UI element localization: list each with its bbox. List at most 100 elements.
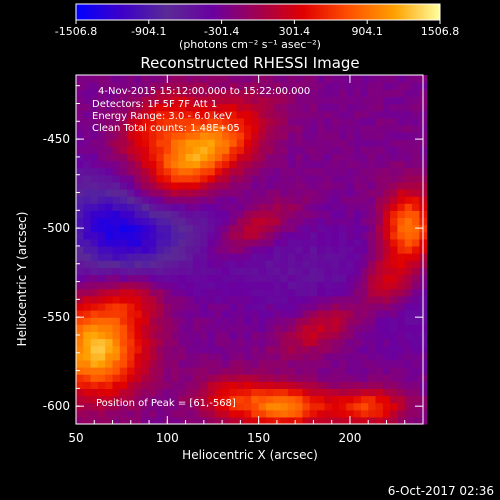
heatmap-cell (368, 153, 377, 162)
heatmap-cell (280, 210, 289, 219)
heatmap-cell (412, 103, 420, 112)
heatmap-cell (244, 117, 252, 126)
heatmap-cell (346, 374, 355, 382)
heatmap-cell (244, 131, 252, 140)
heatmap-cell (76, 110, 84, 119)
heatmap-cell (119, 381, 128, 389)
heatmap-cell (280, 110, 289, 119)
heatmap-cell (244, 238, 252, 247)
heatmap-cell (324, 295, 333, 304)
heatmap-cell (214, 139, 223, 147)
heatmap-cell (97, 210, 106, 219)
heatmap-cell (156, 416, 165, 425)
heatmap-cell (382, 146, 391, 154)
heatmap-cell (353, 338, 362, 347)
heatmap-cell (112, 146, 121, 154)
heatmap-cell (112, 181, 121, 190)
heatmap-cell (97, 117, 106, 126)
heatmap-cell (229, 117, 238, 126)
heatmap-cell (382, 217, 391, 226)
heatmap-cell (309, 310, 318, 318)
heatmap-cell (222, 224, 231, 233)
heatmap-cell (185, 89, 194, 97)
heatmap-cell (368, 295, 377, 304)
heatmap-cell (112, 124, 121, 133)
heatmap-cell (222, 217, 231, 226)
heatmap-cell (156, 75, 165, 83)
heatmap-cell (105, 338, 114, 347)
heatmap-cell (390, 210, 399, 219)
heatmap-cell (119, 324, 128, 333)
heatmap-cell (141, 310, 150, 318)
heatmap-cell (412, 352, 420, 361)
heatmap-cell (127, 338, 136, 347)
heatmap-cell (200, 139, 209, 147)
heatmap-cell (222, 89, 231, 97)
heatmap-cell (134, 352, 143, 361)
heatmap-cell (353, 402, 362, 411)
heatmap-cell (287, 196, 296, 204)
heatmap-cell (178, 267, 187, 276)
heatmap-cell (412, 281, 420, 290)
heatmap-cell (105, 260, 114, 268)
heatmap-cell (192, 374, 201, 382)
heatmap-cell (390, 416, 399, 425)
heatmap-cell (331, 345, 340, 354)
heatmap-cell (368, 160, 377, 169)
heatmap-cell (258, 367, 267, 375)
heatmap-cell (331, 352, 340, 361)
heatmap-cell (273, 381, 282, 389)
heatmap-cell (97, 82, 106, 90)
heatmap-cell (170, 388, 179, 397)
heatmap-cell (178, 310, 187, 318)
heatmap-cell (192, 295, 201, 304)
heatmap-cell (251, 288, 260, 297)
heatmap-cell (390, 274, 399, 283)
heatmap-cell (141, 231, 150, 240)
heatmap-cell (317, 224, 325, 233)
heatmap-cell (207, 203, 216, 211)
heatmap-cell (207, 131, 216, 140)
heatmap-cell (141, 210, 150, 219)
heatmap-cell (149, 217, 157, 226)
heatmap-cell (149, 110, 157, 119)
heatmap-cell (185, 310, 194, 318)
heatmap-cell (404, 395, 413, 404)
heatmap-cell (119, 146, 128, 154)
heatmap-cell (368, 124, 377, 133)
heatmap-cell (346, 167, 355, 176)
heatmap-cell (324, 338, 333, 347)
heatmap-cell (97, 317, 106, 325)
heatmap-cell (214, 367, 223, 375)
heatmap-cell (105, 75, 114, 83)
heatmap-cell (360, 331, 369, 340)
heatmap-cell (251, 338, 260, 347)
heatmap-cell (346, 224, 355, 233)
heatmap-cell (112, 139, 121, 147)
heatmap-cell (295, 245, 304, 254)
heatmap-cell (149, 245, 157, 254)
heatmap-cell (280, 395, 289, 404)
heatmap-cell (105, 146, 114, 154)
heatmap-cell (375, 381, 384, 389)
heatmap-cell (244, 281, 252, 290)
heatmap-cell (119, 302, 128, 311)
heatmap-cell (222, 324, 231, 333)
heatmap-cell (83, 146, 92, 154)
heatmap-cell (258, 310, 267, 318)
heatmap-cell (287, 260, 296, 268)
heatmap-cell (97, 253, 106, 261)
heatmap-cell (360, 274, 369, 283)
heatmap-cell (265, 310, 274, 318)
heatmap-cell (170, 295, 179, 304)
heatmap-cell (273, 274, 282, 283)
heatmap-cell (295, 302, 304, 311)
heatmap-cell (251, 317, 260, 325)
heatmap-cell (141, 288, 150, 297)
heatmap-cell (302, 167, 311, 176)
heatmap-cell (229, 203, 238, 211)
heatmap-cell (280, 317, 289, 325)
heatmap-cell (287, 110, 296, 119)
heatmap-cell (280, 103, 289, 112)
heatmap-cell (331, 238, 340, 247)
